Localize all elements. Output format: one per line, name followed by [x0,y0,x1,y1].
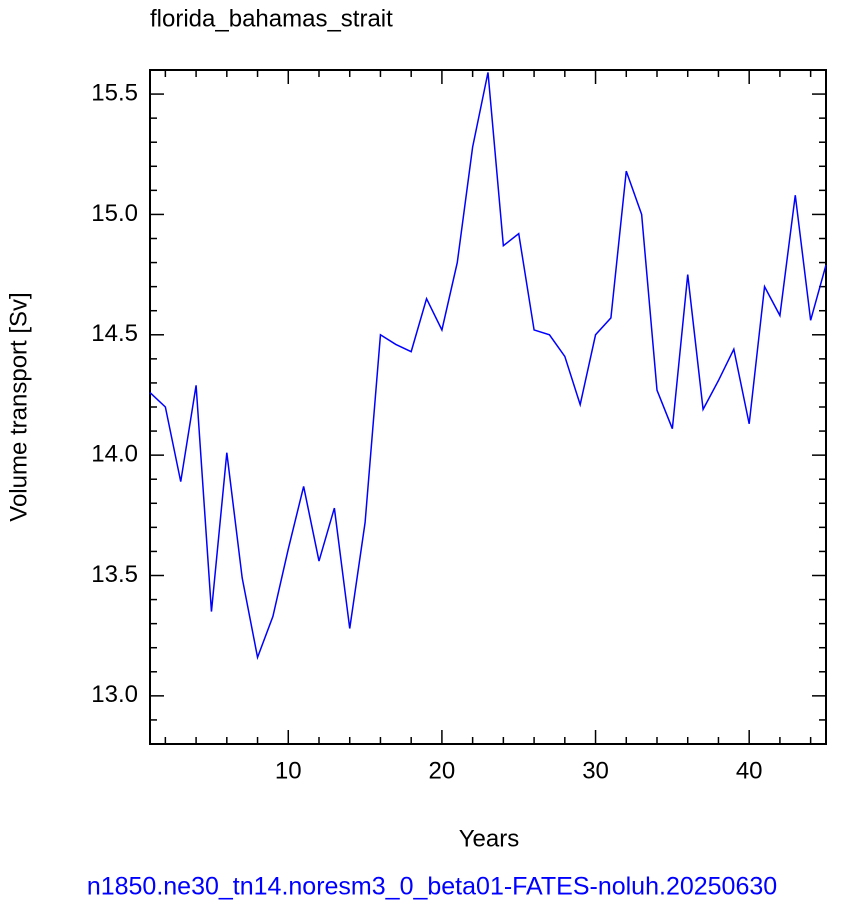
x-tick-label: 40 [736,757,763,784]
plot-frame [149,69,827,745]
chart-title: florida_bahamas_strait [150,5,393,32]
x-tick-label: 30 [582,757,609,784]
data-line [149,72,827,661]
y-tick-label: 15.0 [91,200,138,227]
x-tick-label: 20 [429,757,456,784]
x-axis-label: Years [459,825,520,852]
footnote: n1850.ne30_tn14.noresm3_0_beta01-FATES-n… [87,873,777,901]
x-tick-label: 10 [275,757,302,784]
y-axis-label: Volume transport [Sv] [5,292,32,521]
y-tick-label: 13.5 [91,561,138,588]
y-tick-label: 15.5 [91,79,138,106]
y-tick-label: 13.0 [91,681,138,708]
y-tick-label: 14.5 [91,320,138,347]
y-tick-label: 14.0 [91,440,138,467]
